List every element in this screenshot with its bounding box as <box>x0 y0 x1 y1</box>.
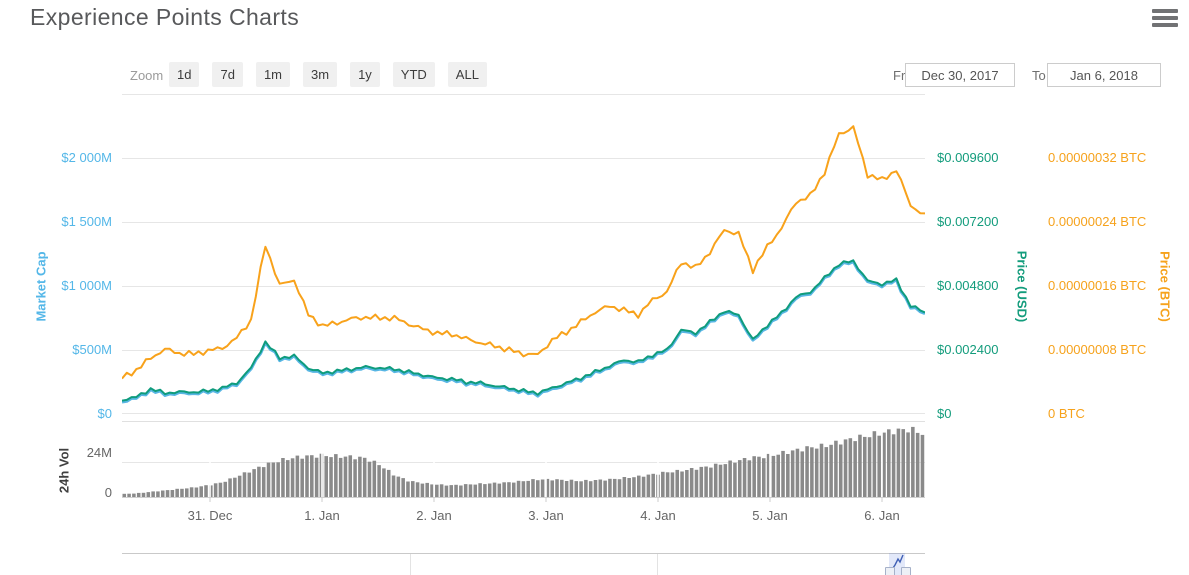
volume-axis-ticks <box>209 497 883 502</box>
to-label: To <box>1032 68 1046 83</box>
price-usd-tick: $0.004800 <box>937 278 999 293</box>
zoom-button-1y[interactable]: 1y <box>350 62 380 87</box>
navigator-right-handle[interactable] <box>901 567 911 575</box>
volume-day-separators <box>209 422 883 497</box>
to-date-input[interactable] <box>1047 63 1161 87</box>
volume-bars <box>122 426 925 497</box>
market-cap-tick: $1 500M <box>61 214 112 229</box>
zoom-range-label: Zoom <box>130 68 164 83</box>
price-btc-line <box>122 125 925 380</box>
page-title: Experience Points Charts <box>30 4 300 30</box>
market-cap-tick: $500M <box>72 342 112 357</box>
x-axis-label: 4. Jan <box>640 508 676 523</box>
zoom-button-7d[interactable]: 7d <box>212 62 243 87</box>
navigator-gridline <box>657 554 658 575</box>
navigator-track[interactable] <box>122 553 925 554</box>
market-cap-tick: $0 <box>97 406 112 421</box>
price-usd-tick: $0.002400 <box>937 342 999 357</box>
zoom-button-1m[interactable]: 1m <box>255 62 290 87</box>
price-usd-tick: $0.009600 <box>937 150 999 165</box>
x-axis-label: 6. Jan <box>864 508 900 523</box>
menu-button[interactable] <box>1152 9 1178 27</box>
x-axis-label: 2. Jan <box>416 508 452 523</box>
x-axis-label: 1. Jan <box>304 508 340 523</box>
market-cap-line <box>122 260 925 404</box>
navigator-gridline <box>410 554 411 575</box>
zoom-button-all[interactable]: ALL <box>447 62 487 87</box>
zoom-button-1d[interactable]: 1d <box>169 62 200 87</box>
zoom-button-ytd[interactable]: YTD <box>392 62 435 87</box>
x-axis-label: 3. Jan <box>528 508 564 523</box>
price-usd-tick: $0.007200 <box>937 214 999 229</box>
x-axis-label: 5. Jan <box>752 508 788 523</box>
market-cap-tick: $1 000M <box>61 278 112 293</box>
volume-tick-0: 0 <box>104 485 112 500</box>
price-btc-tick: 0.00000016 BTC <box>1048 278 1147 293</box>
x-axis-label: 31. Dec <box>187 508 233 523</box>
horizontal-gridlines <box>122 94 925 414</box>
navigator-left-handle[interactable] <box>885 567 895 575</box>
zoom-button-group: 1d 7d 1m 3m 1y YTD ALL <box>169 62 487 87</box>
hamburger-icon <box>1152 9 1178 27</box>
price-btc-tick: 0.00000024 BTC <box>1048 214 1147 229</box>
volume-tick-24m: 24M <box>86 445 112 460</box>
price-chart-plot-area[interactable] <box>122 94 925 414</box>
price-btc-tick: 0 BTC <box>1048 406 1085 421</box>
price-btc-tick: 0.00000032 BTC <box>1048 150 1147 165</box>
price-usd-line <box>122 259 925 402</box>
price-usd-tick: $0 <box>937 406 952 421</box>
volume-chart-plot-area[interactable] <box>122 421 925 506</box>
zoom-button-3m[interactable]: 3m <box>303 62 338 87</box>
market-cap-tick: $2 000M <box>61 150 112 165</box>
from-date-input[interactable] <box>905 63 1015 87</box>
price-btc-tick: 0.00000008 BTC <box>1048 342 1147 357</box>
